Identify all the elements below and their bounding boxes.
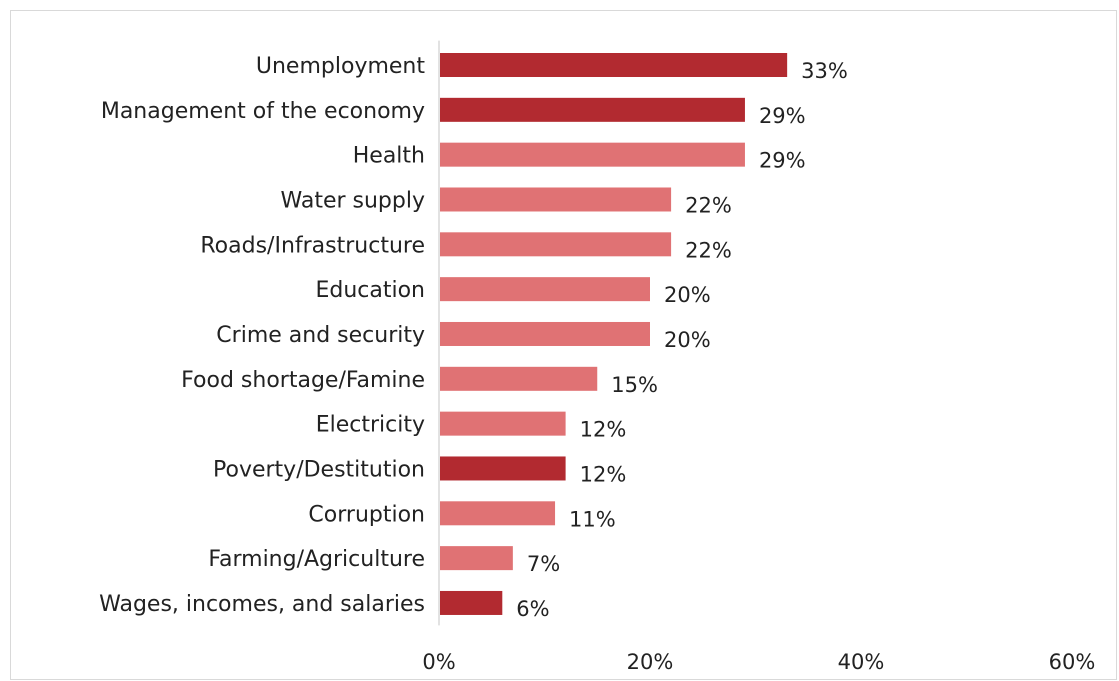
category-label: Wages, incomes, and salaries <box>99 592 425 617</box>
category-label: Water supply <box>281 188 426 213</box>
bar <box>440 590 503 615</box>
value-label: 12% <box>580 462 627 486</box>
x-tick-label: 0% <box>422 650 455 674</box>
category-label: Education <box>315 278 425 303</box>
x-tick-label: 60% <box>1049 650 1096 674</box>
bar <box>440 187 672 212</box>
value-label: 20% <box>664 283 711 307</box>
value-label: 22% <box>685 193 732 217</box>
bar <box>440 53 788 77</box>
bar <box>440 546 513 571</box>
category-label: Poverty/Destitution <box>213 457 425 482</box>
x-tick-label: 20% <box>627 650 674 674</box>
value-label: 29% <box>759 149 806 173</box>
value-label: 15% <box>611 373 658 397</box>
bar <box>440 232 672 257</box>
category-label: Health <box>353 144 425 169</box>
bar <box>440 277 650 302</box>
bar <box>440 411 566 436</box>
chart-frame: Unemployment 33% Management of the economy… <box>10 10 1117 680</box>
value-label: 29% <box>759 104 806 128</box>
value-label: 20% <box>664 328 711 352</box>
category-label: Food shortage/Famine <box>181 368 425 393</box>
value-label: 22% <box>685 238 732 262</box>
bar <box>440 321 650 346</box>
value-label: 12% <box>580 418 627 442</box>
bar <box>440 456 566 481</box>
value-label: 7% <box>527 552 560 576</box>
category-label: Roads/Infrastructure <box>200 233 425 258</box>
x-tick-label: 40% <box>838 650 885 674</box>
category-label: Management of the economy <box>101 99 425 124</box>
category-label: Corruption <box>308 502 425 527</box>
value-label: 11% <box>569 507 616 531</box>
category-label: Unemployment <box>256 54 425 79</box>
bar-chart: Unemployment 33% Management of the economy… <box>99 40 1096 674</box>
bar <box>440 366 598 391</box>
bar <box>440 501 556 526</box>
value-label: 6% <box>516 597 549 621</box>
value-label: 33% <box>801 59 848 83</box>
bar <box>440 142 745 167</box>
bar <box>440 97 745 122</box>
category-label: Farming/Agriculture <box>208 547 425 572</box>
category-label: Crime and security <box>216 323 425 348</box>
category-label: Electricity <box>316 413 425 438</box>
